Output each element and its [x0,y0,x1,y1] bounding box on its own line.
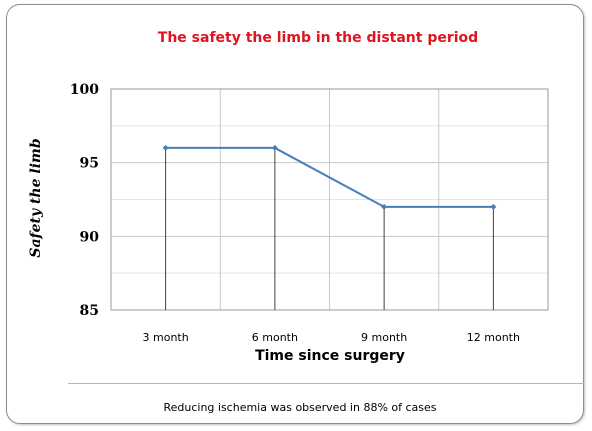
plot-area: 85 90 95 100 3 month 6 month 9 month 12 month [70,82,549,344]
data-point [381,203,388,210]
y-tick-label: 100 [70,82,99,98]
footer-note: Reducing ischemia was observed in 88% of… [163,401,437,414]
series-line [165,146,494,208]
chart-title: The safety the limb in the distant perio… [157,30,479,46]
data-point [162,144,169,151]
x-tick-label: 9 month [361,331,407,344]
y-tick-label: 90 [80,229,100,245]
plot-border [110,88,549,311]
x-axis-label: Time since surgery [255,348,405,364]
data-point [271,144,278,151]
footer-divider [68,383,584,384]
x-tick-label: 3 month [143,331,189,344]
data-point [490,203,497,210]
y-tick-label: 95 [80,156,99,172]
x-tick-label: 12 month [467,331,520,344]
x-tick-label: 6 month [252,331,298,344]
y-tick-label: 85 [80,303,99,319]
chart-frame [6,4,584,424]
